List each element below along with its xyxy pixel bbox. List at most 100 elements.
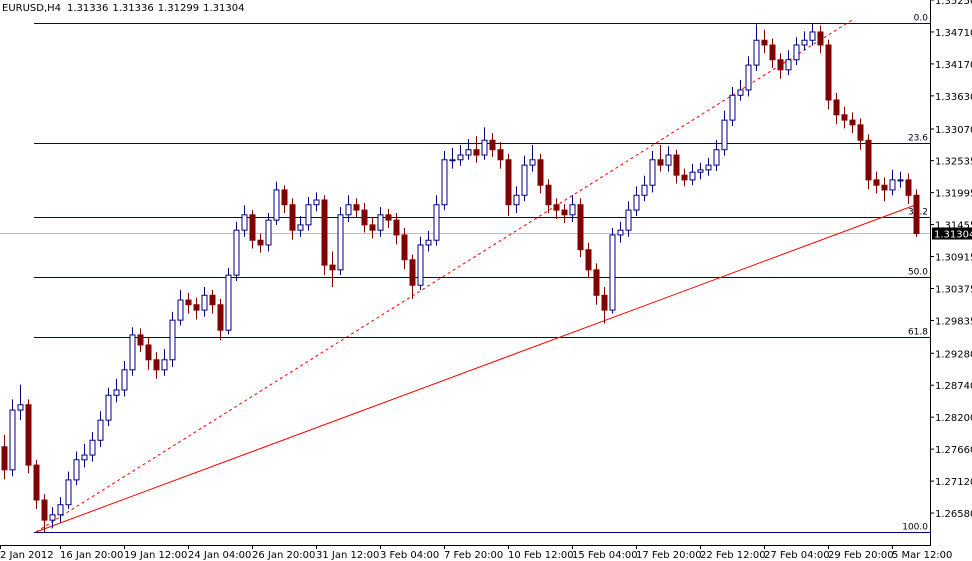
candle-body bbox=[641, 184, 648, 196]
candle-body bbox=[49, 514, 56, 521]
candle-body bbox=[377, 214, 384, 231]
candle-body bbox=[753, 39, 760, 66]
x-tick-label: 10 Feb 12:00 bbox=[508, 550, 574, 561]
fib-label: 61.8 bbox=[908, 328, 928, 338]
y-tick-label: 1.30915 bbox=[935, 253, 972, 264]
candle-body bbox=[465, 149, 472, 156]
candle-body bbox=[281, 189, 288, 206]
candle-body bbox=[777, 59, 784, 71]
candle-body bbox=[177, 299, 184, 321]
candle-body bbox=[809, 31, 816, 41]
candle-body bbox=[249, 214, 256, 241]
candle-body bbox=[489, 139, 496, 151]
candle-body bbox=[105, 394, 112, 421]
candle-body bbox=[609, 234, 616, 311]
x-tick-label: 19 Jan 12:00 bbox=[124, 550, 187, 561]
candle-body bbox=[161, 359, 168, 371]
candle-body bbox=[633, 194, 640, 211]
candle-body bbox=[1, 446, 8, 471]
candle-body bbox=[121, 369, 128, 391]
candle-body bbox=[497, 149, 504, 161]
candle-body bbox=[705, 164, 712, 171]
candle-body bbox=[361, 209, 368, 226]
candle-body bbox=[649, 159, 656, 186]
candle-body bbox=[409, 259, 416, 286]
y-tick-label: 1.29835 bbox=[935, 316, 972, 327]
candle-body bbox=[585, 249, 592, 271]
candle-body bbox=[729, 94, 736, 121]
candle-body bbox=[193, 304, 200, 311]
y-tick-label: 1.35250 bbox=[935, 0, 972, 7]
candle-body bbox=[89, 439, 96, 456]
candle-body bbox=[737, 89, 744, 96]
y-tick-label: 1.31995 bbox=[935, 189, 972, 200]
x-tick-label: 24 Jan 04:00 bbox=[188, 550, 251, 561]
candle-body bbox=[553, 204, 560, 211]
x-tick-label: 22 Feb 12:00 bbox=[700, 550, 766, 561]
candle-body bbox=[369, 224, 376, 231]
x-tick-label: 26 Jan 20:00 bbox=[252, 550, 315, 561]
y-tick-label: 1.28200 bbox=[935, 413, 972, 424]
candle-body bbox=[265, 219, 272, 246]
candle-body bbox=[321, 199, 328, 266]
candle-body bbox=[145, 344, 152, 361]
candle-body bbox=[81, 454, 88, 461]
candle-body bbox=[681, 174, 688, 181]
y-tick-label: 1.34710 bbox=[935, 28, 972, 39]
candle-body bbox=[129, 334, 136, 371]
candle-body bbox=[73, 459, 80, 481]
candle-body bbox=[841, 114, 848, 121]
candle-body bbox=[441, 159, 448, 206]
current-price-label: 1.31304 bbox=[934, 230, 972, 241]
candle-body bbox=[889, 179, 896, 191]
candle-body bbox=[169, 319, 176, 361]
candle-body bbox=[825, 44, 832, 101]
fib-label: 50.0 bbox=[908, 268, 928, 278]
candle-body bbox=[593, 269, 600, 296]
trendline bbox=[35, 204, 917, 533]
candle-body bbox=[473, 149, 480, 156]
candle-body bbox=[217, 304, 224, 331]
candle-body bbox=[569, 204, 576, 216]
candle-body bbox=[449, 159, 456, 162]
candle-body bbox=[713, 149, 720, 166]
candle-body bbox=[457, 154, 464, 161]
candle-body bbox=[529, 159, 536, 166]
header-open: 1.31336 bbox=[67, 3, 108, 14]
candle-body bbox=[689, 171, 696, 181]
y-tick-label: 1.28740 bbox=[935, 381, 972, 392]
header-close: 1.31304 bbox=[203, 3, 244, 14]
candle-body bbox=[185, 299, 192, 306]
candle-body bbox=[521, 164, 528, 196]
x-tick-label: 29 Feb 20:00 bbox=[828, 550, 894, 561]
fib-label: 100.0 bbox=[902, 523, 928, 533]
y-tick-label: 1.30375 bbox=[935, 284, 972, 295]
candle-body bbox=[625, 209, 632, 231]
candle-body bbox=[329, 264, 336, 271]
candle-body bbox=[545, 184, 552, 206]
candle-body bbox=[113, 389, 120, 396]
candle-body bbox=[665, 154, 672, 166]
candle-body bbox=[617, 229, 624, 236]
candle-body bbox=[97, 419, 104, 441]
candle-body bbox=[865, 139, 872, 181]
current-price-tag bbox=[932, 227, 972, 240]
x-tick-label: 15 Feb 04:00 bbox=[572, 550, 638, 561]
candle-body bbox=[769, 44, 776, 61]
trendline bbox=[35, 19, 853, 533]
candle-body bbox=[297, 224, 304, 231]
candle-body bbox=[513, 194, 520, 206]
candle-body bbox=[209, 294, 216, 306]
candle-body bbox=[897, 179, 904, 182]
candle-body bbox=[601, 294, 608, 311]
x-tick-label: 7 Feb 20:00 bbox=[444, 550, 503, 561]
fib-label: 23.6 bbox=[908, 134, 928, 144]
symbol: EURUSD,H4 bbox=[2, 3, 61, 14]
candle-body bbox=[801, 39, 808, 46]
candle-body bbox=[9, 409, 16, 471]
candle-body bbox=[225, 274, 232, 331]
x-tick-label: 2 Jan 2012 bbox=[0, 550, 54, 561]
candle-body bbox=[17, 404, 24, 411]
